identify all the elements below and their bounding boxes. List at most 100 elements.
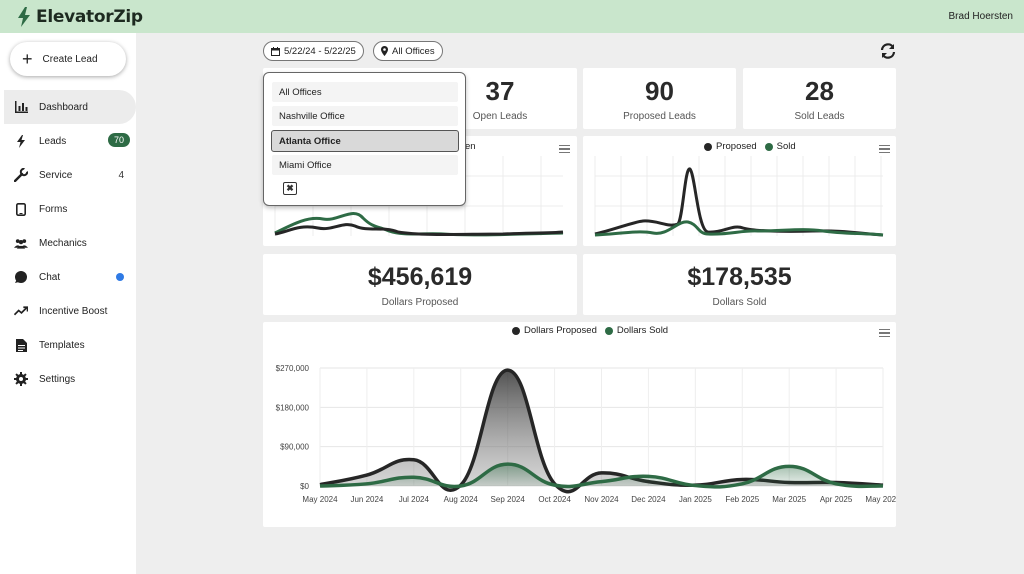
- leads-count-badge: 70: [108, 133, 130, 147]
- wrench-icon: [14, 168, 28, 182]
- dollars-proposed-area: [320, 370, 883, 492]
- office-option-miami[interactable]: Miami Office: [272, 155, 458, 175]
- sidebar: + Create Lead Dashboard Leads 70 Service…: [0, 33, 136, 574]
- sidebar-item-incentive-boost[interactable]: Incentive Boost: [0, 294, 136, 328]
- location-pin-icon: [381, 46, 388, 56]
- sidebar-item-mechanics[interactable]: Mechanics: [0, 226, 136, 260]
- x-tick-label: Oct 2024: [538, 495, 571, 504]
- dollars-sold-point: [460, 485, 462, 487]
- trending-up-icon: [14, 304, 28, 318]
- chat-icon: [14, 270, 28, 284]
- x-tick-label: Jul 2024: [399, 495, 430, 504]
- x-tick-label: May 2025: [865, 495, 896, 504]
- sidebar-item-forms[interactable]: Forms: [0, 192, 136, 226]
- sidebar-nav: Dashboard Leads 70 Service 4 Forms Mecha…: [0, 90, 136, 396]
- date-range-filter[interactable]: 5/22/24 - 5/22/25: [263, 41, 364, 61]
- chat-unread-dot: [116, 273, 124, 281]
- open-leads-label: Open Leads: [472, 111, 528, 122]
- sold-leads-value: 28: [805, 76, 834, 106]
- chart-menu-icon[interactable]: [879, 145, 890, 154]
- office-filter[interactable]: All Offices: [373, 41, 443, 61]
- dollars-sold-point: [694, 484, 696, 486]
- sidebar-item-label: Service: [39, 169, 73, 181]
- dollars-proposed-point: [600, 472, 602, 474]
- gear-icon: [14, 372, 28, 386]
- brand-name: ElevatorZip: [36, 6, 143, 27]
- y-tick-label: $270,000: [276, 364, 310, 373]
- refresh-icon[interactable]: [879, 42, 897, 60]
- bar-chart-icon: [14, 100, 28, 114]
- sidebar-item-leads[interactable]: Leads 70: [0, 124, 136, 158]
- chart-menu-icon[interactable]: [559, 145, 570, 154]
- legend-dollars-proposed: Dollars Proposed: [524, 325, 597, 336]
- people-icon: [14, 236, 28, 250]
- office-option-atlanta[interactable]: Atlanta Office: [271, 130, 459, 152]
- close-icon[interactable]: ✖: [283, 182, 297, 195]
- sidebar-item-label: Mechanics: [39, 237, 87, 249]
- right-chart-plot: [594, 156, 884, 237]
- proposed-leads-label: Proposed Leads: [623, 111, 696, 122]
- dollars-sold-point: [506, 463, 508, 465]
- sold-leads-card: 28 Sold Leads: [743, 68, 896, 129]
- sidebar-item-label: Chat: [39, 271, 61, 283]
- office-option-nashville[interactable]: Nashville Office: [272, 106, 458, 126]
- x-tick-label: May 2024: [302, 495, 338, 504]
- document-icon: [14, 338, 28, 352]
- sidebar-item-service[interactable]: Service 4: [0, 158, 136, 192]
- legend-dot-proposed: [704, 142, 712, 151]
- sidebar-item-label: Forms: [39, 203, 68, 215]
- office-filter-text: All Offices: [392, 45, 435, 57]
- dollars-sold-point: [366, 483, 368, 485]
- x-tick-label: Sep 2024: [491, 495, 526, 504]
- sidebar-item-settings[interactable]: Settings: [0, 362, 136, 396]
- service-count: 4: [118, 169, 124, 181]
- sidebar-item-chat[interactable]: Chat: [0, 260, 136, 294]
- dollars-chart-legend: Dollars Proposed Dollars Sold: [512, 325, 668, 336]
- open-leads-value: 37: [485, 76, 515, 106]
- dollars-chart-plot: $0 $90,000 $180,000 $270,000 May 2024 Jun 20…: [276, 364, 896, 504]
- sidebar-item-templates[interactable]: Templates: [0, 328, 136, 362]
- x-tick-label: Aug 2024: [444, 495, 479, 504]
- sidebar-item-label: Dashboard: [39, 101, 88, 113]
- legend-sold: Sold: [776, 141, 796, 152]
- dollars-sold-label: Dollars Sold: [712, 297, 767, 308]
- dollars-proposed-label: Dollars Proposed: [381, 297, 459, 308]
- dollars-sold-point: [741, 483, 743, 485]
- dollars-sold-point: [882, 485, 884, 487]
- office-option-all[interactable]: All Offices: [272, 82, 458, 102]
- sold-leads-label: Sold Leads: [794, 111, 845, 122]
- dollars-sold-point: [788, 465, 790, 467]
- bolt-logo-icon: [18, 6, 30, 27]
- office-dropdown: All Offices Nashville Office Atlanta Off…: [263, 72, 466, 206]
- dollars-proposed-point: [366, 474, 368, 476]
- calendar-icon: [271, 46, 280, 56]
- user-name[interactable]: Brad Hoersten: [948, 11, 1013, 22]
- dollars-sold-point: [413, 476, 415, 478]
- legend-proposed: Proposed: [716, 141, 757, 152]
- dollars-sold-point: [319, 485, 321, 487]
- dollars-proposed-point: [413, 459, 415, 461]
- chart-menu-icon[interactable]: [879, 329, 890, 338]
- date-range-text: 5/22/24 - 5/22/25: [284, 45, 356, 57]
- legend-dot-dollars-proposed: [512, 326, 520, 335]
- create-lead-label: Create Lead: [42, 53, 98, 65]
- sidebar-item-label: Leads: [39, 135, 67, 147]
- dollars-sold-point: [600, 480, 602, 482]
- dollars-proposed-card: $456,619 Dollars Proposed: [263, 254, 577, 315]
- x-tick-label: Apr 2025: [820, 495, 853, 504]
- plus-icon: +: [22, 49, 33, 69]
- legend-dollars-sold: Dollars Sold: [616, 325, 669, 336]
- sidebar-item-label: Settings: [39, 373, 76, 385]
- sidebar-item-dashboard[interactable]: Dashboard: [4, 90, 136, 124]
- brand[interactable]: ElevatorZip: [16, 6, 143, 27]
- create-lead-button[interactable]: + Create Lead: [10, 42, 126, 76]
- bolt-icon: [14, 134, 28, 148]
- legend-dot-sold: [764, 142, 773, 151]
- left-chart-legend-fragment: en: [465, 141, 476, 152]
- right-chart-legend: Proposed Sold: [704, 141, 796, 152]
- y-tick-label: $90,000: [280, 443, 309, 452]
- top-bar: ElevatorZip Brad Hoersten: [0, 0, 1024, 33]
- dollars-chart-card: Dollars Proposed Dollars Sold $0 $90,000 $…: [263, 322, 896, 527]
- dollars-sold-line: [319, 462, 884, 489]
- x-tick-label: Nov 2024: [584, 495, 619, 504]
